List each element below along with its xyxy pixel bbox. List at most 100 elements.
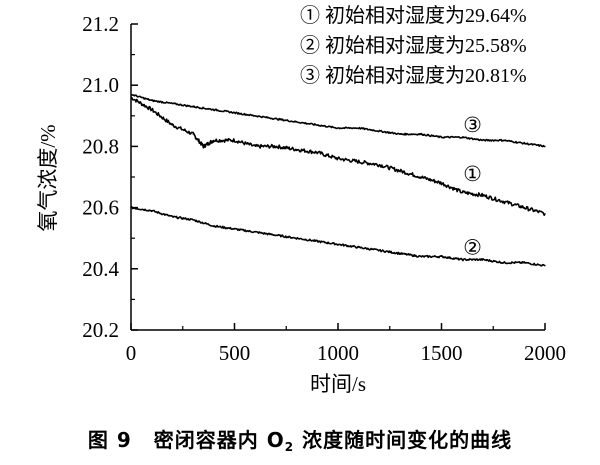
x-tick-label: 2000 <box>524 341 566 365</box>
data-point <box>440 255 443 258</box>
figure-number: 图 9 <box>87 428 132 452</box>
data-point <box>399 133 401 135</box>
data-point <box>213 225 215 227</box>
series-group <box>130 96 546 216</box>
series-lines <box>130 93 546 267</box>
data-point <box>420 255 422 258</box>
data-point <box>296 121 298 123</box>
ticks: 0 500 1000 1500 2000 20.2 20.4 20.6 20.8 21.0 21.2 <box>82 12 566 365</box>
data-point <box>461 259 463 261</box>
data-point <box>337 158 339 160</box>
data-point <box>482 194 484 196</box>
x-tick-label: 500 <box>219 341 251 365</box>
data-point <box>213 109 215 111</box>
data-point <box>503 200 505 203</box>
data-point <box>192 133 194 135</box>
data-point <box>316 151 318 154</box>
data-point <box>482 259 484 261</box>
x-tick-label: 1500 <box>421 341 463 365</box>
data-point <box>275 234 277 236</box>
data-point <box>337 127 339 129</box>
data-point <box>399 252 401 255</box>
series-group <box>130 93 546 148</box>
series-label-2: ② <box>463 235 482 259</box>
caption-text-part2: 浓度随时间变化的曲线 <box>294 428 513 452</box>
figure-caption: 图 9 密闭容器内 O2 浓度随时间变化的曲线 <box>0 424 600 454</box>
data-point <box>202 145 205 147</box>
data-point <box>523 262 525 264</box>
data-point <box>233 228 236 230</box>
data-point <box>275 118 277 120</box>
data-point <box>399 170 401 172</box>
y-tick-label: 21.0 <box>82 73 119 97</box>
data-point <box>213 139 215 141</box>
data-point <box>233 139 236 141</box>
data-point <box>254 231 256 233</box>
data-point <box>420 133 422 135</box>
x-tick-label: 1000 <box>317 341 359 365</box>
series-line-2 <box>130 206 546 267</box>
data-point <box>254 115 256 117</box>
data-point <box>523 142 525 144</box>
series-line-3 <box>130 93 546 148</box>
data-point <box>316 240 318 242</box>
series-label-3: ③ <box>463 113 482 137</box>
data-point <box>192 219 194 221</box>
caption-subscript: 2 <box>284 440 295 454</box>
data-point <box>296 148 298 151</box>
series-labels: ① ② ③ <box>463 113 482 259</box>
data-point <box>523 207 525 209</box>
data-point <box>296 237 298 239</box>
series-label-1: ① <box>463 162 482 186</box>
data-point <box>151 109 153 111</box>
y-axis-title: 氧气浓度/% <box>36 124 60 231</box>
data-point <box>233 112 236 114</box>
data-point <box>544 213 546 215</box>
y-tick-label: 20.4 <box>82 257 119 281</box>
legend-entry-2: ② 初始相对湿度为25.58% <box>300 34 527 57</box>
data-point <box>482 139 484 141</box>
caption-text-part1: 密闭容器内 O <box>153 428 285 452</box>
y-tick-label: 20.8 <box>82 134 119 158</box>
data-point <box>378 164 380 166</box>
y-tick-label: 21.2 <box>82 12 119 36</box>
data-point <box>254 145 256 147</box>
series-line-1 <box>130 96 546 216</box>
series-group <box>130 206 546 267</box>
x-axis-title: 时间/s <box>310 372 366 396</box>
y-tick-label: 20.2 <box>82 318 119 342</box>
data-point <box>151 99 153 102</box>
data-point <box>316 124 318 126</box>
data-point <box>358 246 360 248</box>
data-point <box>275 145 277 147</box>
legend-entry-3: ③ 初始相对湿度为20.81% <box>300 64 527 87</box>
data-point <box>337 243 339 245</box>
data-point <box>130 93 132 95</box>
data-point <box>151 210 153 212</box>
data-point <box>503 139 505 141</box>
oxygen-concentration-chart: 0 500 1000 1500 2000 20.2 20.4 20.6 20.8 21.0 21.2… <box>36 4 566 396</box>
data-point <box>420 176 422 178</box>
data-point <box>171 216 173 218</box>
data-point <box>461 136 463 138</box>
data-point <box>503 262 505 264</box>
y-tick-label: 20.6 <box>82 196 119 220</box>
data-point <box>171 102 173 105</box>
x-tick-label: 0 <box>126 341 137 365</box>
data-point <box>171 124 173 126</box>
data-point <box>378 130 380 132</box>
data-point <box>440 182 443 184</box>
data-point <box>440 136 443 138</box>
data-point <box>544 265 546 267</box>
data-point <box>544 145 546 147</box>
data-point <box>130 207 132 209</box>
data-point <box>461 191 463 193</box>
data-point <box>358 161 360 163</box>
data-point <box>358 127 360 129</box>
data-point <box>378 249 380 252</box>
data-point <box>192 106 194 108</box>
legend-entry-1: ① 初始相对湿度为29.64% <box>300 4 527 27</box>
data-point <box>130 96 132 99</box>
legend: ① 初始相对湿度为29.64% ② 初始相对湿度为25.58% ③ 初始相对湿度为2… <box>300 4 527 87</box>
